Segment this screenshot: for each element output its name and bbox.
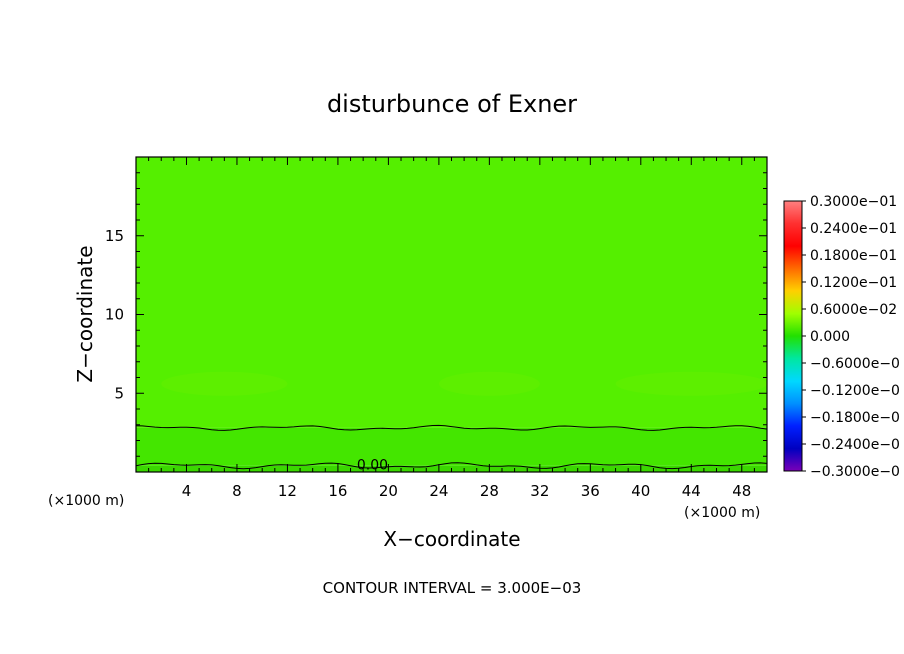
contour-line-1 xyxy=(136,424,767,431)
x-axis-title: X−coordinate xyxy=(383,527,520,551)
x-tick-label: 44 xyxy=(682,482,701,500)
colorbar-label: 0.6000e−02 xyxy=(810,302,897,318)
contour-label: 0.00 xyxy=(357,458,388,474)
x-tick-label: 16 xyxy=(328,482,347,500)
colorbar-label: −0.1800e−0 xyxy=(810,410,900,426)
y-axis: 5 10 15 xyxy=(105,172,767,457)
colorbar-label: −0.2400e−0 xyxy=(810,437,900,453)
x-tick-label: 24 xyxy=(429,482,448,500)
y-tick-label: 5 xyxy=(114,384,124,402)
colorbar-scale xyxy=(783,200,803,472)
x-tick-label: 4 xyxy=(182,482,192,500)
chart-title: disturbunce of Exner xyxy=(327,90,577,118)
contour-interval-note: CONTOUR INTERVAL = 3.000E−03 xyxy=(323,579,582,597)
x-tick-label: 36 xyxy=(581,482,600,500)
x-tick-label: 12 xyxy=(278,482,297,500)
y-axis-title: Z−coordinate xyxy=(73,245,97,382)
x-tick-label: 48 xyxy=(732,482,751,500)
band-2 xyxy=(136,157,767,428)
x-tick-label: 32 xyxy=(530,482,549,500)
y-tick-label: 10 xyxy=(105,306,124,324)
x-tick-label: 40 xyxy=(631,482,650,500)
colorbar-label: 0.3000e−01 xyxy=(810,194,897,210)
colorbar-label: −0.6000e−0 xyxy=(810,356,900,372)
contour-line-0 xyxy=(136,462,767,470)
x-axis: 4 8 12 16 20 24 28 32 36 40 44 48 xyxy=(148,157,755,500)
colorbar: 0.3000e−01 0.2400e−01 0.1800e−01 0.1200e−01… xyxy=(783,194,900,480)
colorbar-label: 0.1200e−01 xyxy=(810,275,897,291)
y-axis-unit: (×1000 m) xyxy=(48,493,124,509)
y-tick-label: 15 xyxy=(105,227,124,245)
colorbar-label: 0.2400e−01 xyxy=(810,221,897,237)
colorbar-label: −0.1200e−0 xyxy=(810,383,900,399)
light-patch-3 xyxy=(615,371,767,396)
x-axis-unit: (×1000 m) xyxy=(684,505,760,521)
x-tick-label: 8 xyxy=(232,482,242,500)
band-1 xyxy=(136,427,767,466)
light-patch-2 xyxy=(438,371,540,396)
plot-area: 0.00 xyxy=(136,157,767,474)
colorbar-label: −0.3000e−0 xyxy=(810,464,900,480)
colorbar-label: 0.1800e−01 xyxy=(810,248,897,264)
colorbar-label: 0.000 xyxy=(810,329,850,345)
x-tick-label: 28 xyxy=(480,482,499,500)
light-patch-0 xyxy=(161,371,288,396)
x-tick-label: 20 xyxy=(379,482,398,500)
